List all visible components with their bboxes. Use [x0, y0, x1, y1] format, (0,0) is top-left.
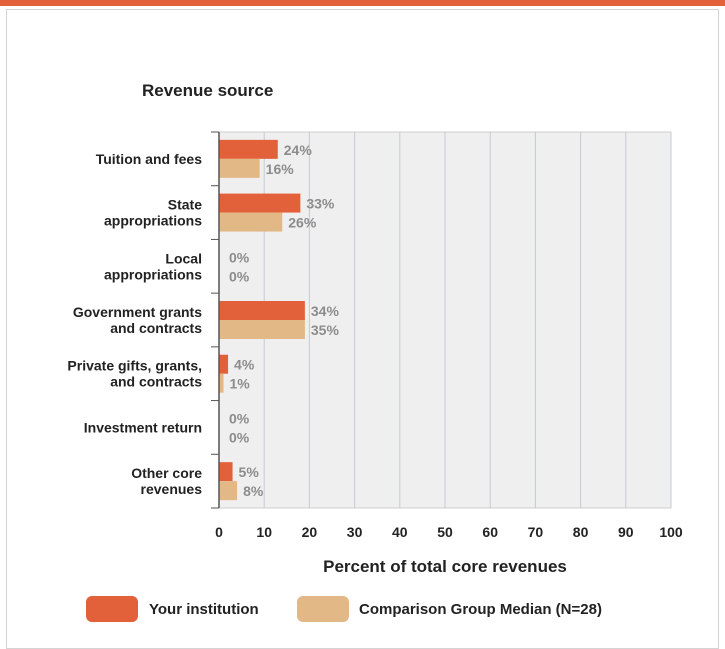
bar-1-0 [219, 158, 260, 178]
value-label-1-2: 0% [229, 268, 250, 284]
bar-0-0 [219, 139, 278, 159]
category-label-5-0: Investment return [84, 419, 202, 435]
x-tick-label-60: 60 [482, 524, 498, 540]
value-label-1-0: 16% [266, 161, 295, 177]
bar-1-4 [219, 373, 224, 393]
value-label-1-3: 35% [311, 322, 340, 338]
value-label-0-2: 0% [229, 249, 250, 265]
bar-chart: 0 10 20 30 40 50 60 70 80 90 100 Tuition and fees 24… [67, 131, 683, 540]
x-tick-label-30: 30 [347, 524, 363, 540]
value-label-0-6: 5% [239, 464, 260, 480]
chart-title: Revenue source [142, 81, 274, 100]
category-label-6-0: Other core [131, 465, 202, 481]
value-label-1-1: 26% [288, 215, 317, 231]
value-label-0-1: 33% [306, 196, 335, 212]
x-tick-label-90: 90 [618, 524, 634, 540]
legend-swatch-comparison-group [297, 596, 349, 622]
category-label-4-1: and contracts [110, 374, 202, 390]
value-label-0-0: 24% [284, 142, 313, 158]
bar-0-6 [219, 462, 233, 482]
x-tick-label-20: 20 [302, 524, 318, 540]
category-label-3-0: Government grants [73, 304, 202, 320]
x-axis-label: Percent of total core revenues [323, 557, 567, 576]
bar-0-1 [219, 193, 301, 213]
x-tick-label-0: 0 [215, 524, 223, 540]
bar-0-3 [219, 301, 305, 320]
category-label-2-0: Local [165, 250, 202, 266]
x-tick-label-40: 40 [392, 524, 408, 540]
value-label-0-5: 0% [229, 410, 250, 426]
category-label-6-1: revenues [141, 481, 203, 497]
bar-1-3 [219, 320, 305, 339]
x-tick-label-80: 80 [573, 524, 589, 540]
category-label-2-1: appropriations [104, 266, 202, 282]
category-label-0-0: Tuition and fees [96, 151, 203, 167]
legend-label-your-institution: Your institution [149, 601, 259, 618]
legend: Your institution Comparison Group Median… [0, 596, 725, 626]
bar-1-6 [219, 481, 238, 501]
legend-label-comparison-group: Comparison Group Median (N=28) [359, 601, 602, 618]
x-tick-label-50: 50 [437, 524, 453, 540]
bar-1-1 [219, 212, 283, 232]
top-accent-bar [0, 0, 725, 6]
category-label-1-0: State [168, 197, 202, 213]
value-label-1-5: 0% [229, 429, 250, 445]
bar-0-4 [219, 354, 229, 374]
value-label-1-6: 8% [243, 483, 264, 499]
category-label-1-1: appropriations [104, 213, 202, 229]
value-label-1-4: 1% [230, 376, 251, 392]
x-tick-label-100: 100 [659, 524, 683, 540]
legend-swatch-your-institution [86, 596, 138, 622]
value-label-0-4: 4% [234, 357, 255, 373]
category-label-3-1: and contracts [110, 320, 202, 336]
x-tick-label-70: 70 [528, 524, 544, 540]
value-label-0-3: 34% [311, 303, 340, 319]
x-tick-label-10: 10 [256, 524, 272, 540]
category-label-4-0: Private gifts, grants, [67, 358, 202, 374]
